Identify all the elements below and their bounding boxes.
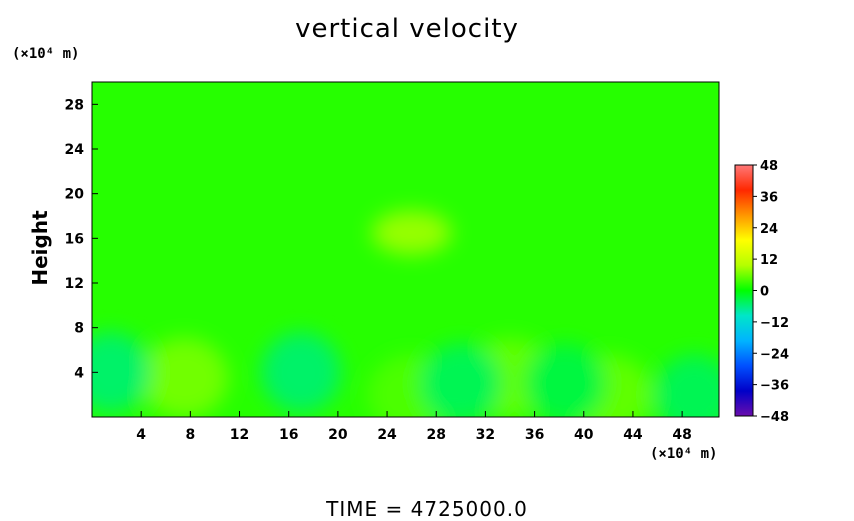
y-tick-label: 16 (65, 231, 84, 247)
y-tick-label: 4 (74, 365, 84, 381)
x-tick-label: 16 (279, 427, 298, 443)
x-axis-unit: (×10⁴ m) (650, 446, 718, 462)
field-feature (420, 343, 501, 417)
chart-title: vertical velocity (295, 14, 519, 44)
y-tick-label: 8 (74, 321, 84, 337)
x-tick-label: 40 (574, 427, 594, 443)
plot-area (91, 81, 720, 418)
colorbar-tick-label: 0 (760, 285, 769, 300)
x-tick-label: 32 (476, 427, 495, 443)
x-tick-label: 48 (672, 427, 691, 443)
colorbar: 48 36 24 12 0 −12 −24 −36 −48 (734, 159, 789, 425)
colorbar-tick-label: −12 (760, 316, 789, 331)
field-feature (525, 343, 606, 417)
colorbar-tick-label: 36 (760, 190, 778, 205)
colorbar-tick-label: −48 (760, 410, 789, 425)
y-tick-label: 20 (65, 187, 85, 203)
x-tick-label: 20 (328, 427, 348, 443)
colorbar-tick-label: 24 (760, 222, 778, 237)
field-feature (92, 332, 151, 413)
field-feature (371, 210, 452, 255)
y-tick-label: 12 (65, 276, 84, 292)
colorbar-tick-label: 48 (760, 159, 778, 174)
x-tick-label: 44 (623, 427, 643, 443)
time-readout: TIME = 4725000.0 (326, 497, 528, 521)
x-tick-label: 24 (377, 427, 397, 443)
x-tick-label: 12 (230, 427, 249, 443)
x-tick-label: 4 (136, 427, 146, 443)
colorbar-tick-label: −36 (760, 379, 789, 394)
y-axis-unit: (×10⁴ m) (12, 46, 80, 62)
colorbar-tick-label: −24 (760, 347, 789, 362)
colorbar-gradient (734, 164, 754, 417)
field-feature (140, 337, 229, 417)
x-tick-label: 8 (185, 427, 195, 443)
y-tick-label: 24 (65, 142, 85, 158)
y-tick-label: 28 (65, 97, 84, 113)
colorbar-tick-label: 12 (760, 253, 778, 268)
x-tick-label: 36 (525, 427, 544, 443)
field-feature (654, 354, 719, 417)
x-tick-label: 28 (426, 427, 445, 443)
field-feature (261, 332, 341, 413)
